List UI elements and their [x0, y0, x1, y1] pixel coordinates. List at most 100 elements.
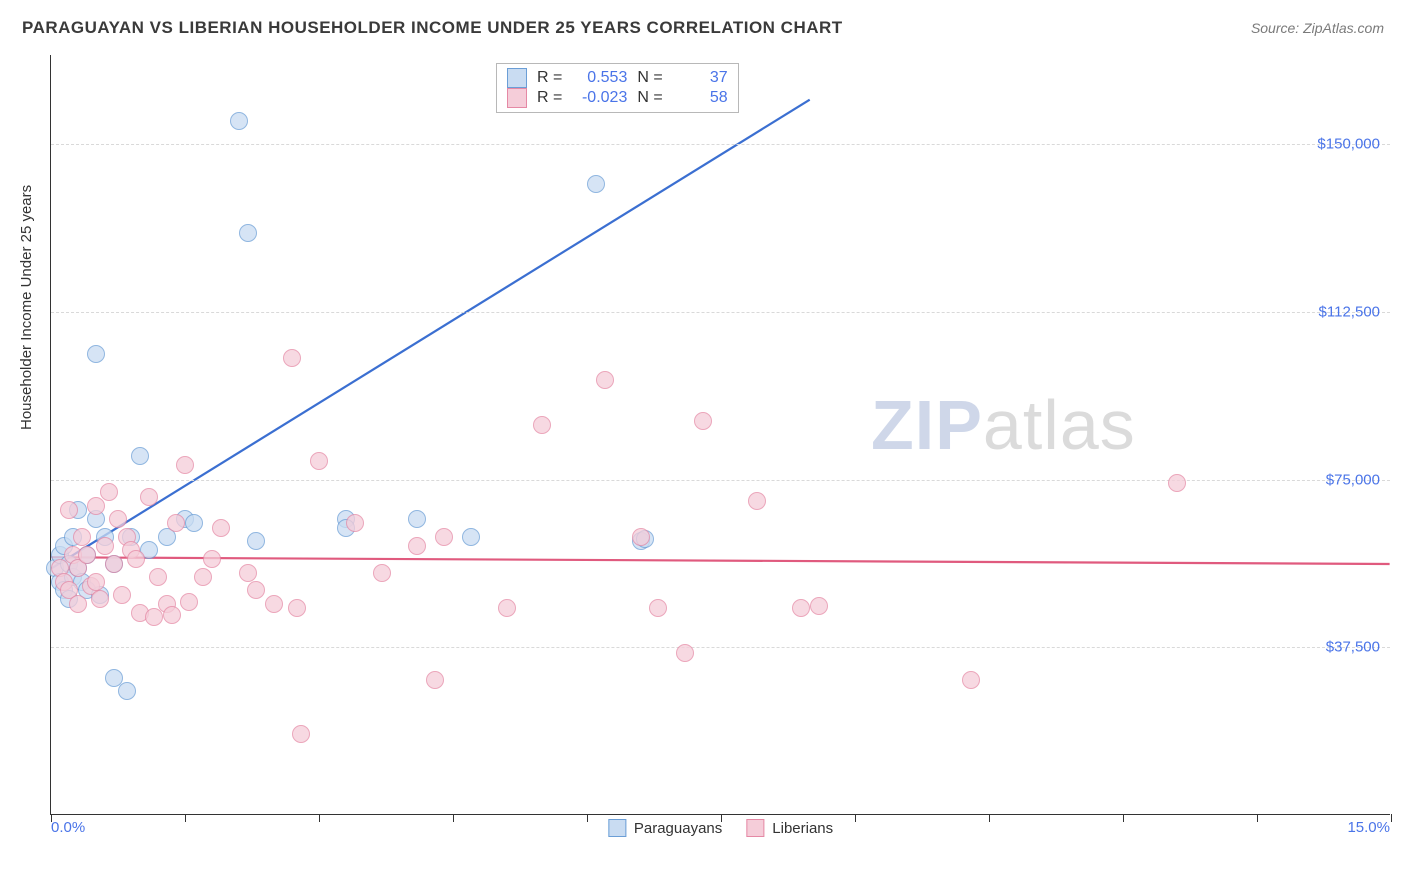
stats-r-value-paraguayans: 0.553 [572, 69, 627, 87]
data-point [127, 550, 145, 568]
data-point [203, 550, 221, 568]
stats-legend-box: R = 0.553 N = 37 R = -0.023 N = 58 [496, 63, 739, 113]
data-point [167, 514, 185, 532]
watermark-atlas: atlas [983, 386, 1136, 464]
data-point [373, 564, 391, 582]
stats-swatch-liberians [507, 88, 527, 108]
data-point [288, 599, 306, 617]
data-point [60, 501, 78, 519]
stats-r-label: R = [537, 89, 562, 107]
x-axis-min-label: 0.0% [51, 819, 85, 836]
data-point [149, 568, 167, 586]
chart-plot-area: ZIPatlas R = 0.553 N = 37 R = -0.023 N =… [50, 55, 1390, 815]
x-tick [989, 814, 990, 822]
y-tick-label: $112,500 [1319, 304, 1380, 321]
stats-swatch-paraguayans [507, 68, 527, 88]
data-point [131, 447, 149, 465]
y-tick-label: $37,500 [1326, 639, 1380, 656]
data-point [596, 371, 614, 389]
watermark-zip: ZIP [871, 386, 983, 464]
x-tick [319, 814, 320, 822]
source-label: Source: ZipAtlas.com [1251, 20, 1384, 36]
gridline [51, 480, 1390, 481]
gridline [51, 144, 1390, 145]
x-tick [1123, 814, 1124, 822]
y-tick-label: $150,000 [1317, 136, 1380, 153]
data-point [145, 608, 163, 626]
legend-item-liberians: Liberians [746, 819, 833, 837]
data-point [109, 510, 127, 528]
data-point [462, 528, 480, 546]
data-point [239, 224, 257, 242]
data-point [91, 590, 109, 608]
data-point [346, 514, 364, 532]
gridline [51, 312, 1390, 313]
data-point [426, 671, 444, 689]
legend-swatch-liberians [746, 819, 764, 837]
regression-lines [51, 55, 1390, 814]
data-point [587, 175, 605, 193]
data-point [533, 416, 551, 434]
data-point [498, 599, 516, 617]
x-tick [1391, 814, 1392, 822]
y-axis-label: Householder Income Under 25 years [18, 185, 35, 430]
data-point [1168, 474, 1186, 492]
legend-label-liberians: Liberians [772, 820, 833, 837]
data-point [87, 497, 105, 515]
stats-n-label: N = [637, 69, 662, 87]
data-point [78, 546, 96, 564]
stats-n-value-paraguayans: 37 [673, 69, 728, 87]
legend-swatch-paraguayans [608, 819, 626, 837]
stats-n-value-liberians: 58 [673, 89, 728, 107]
data-point [180, 593, 198, 611]
data-point [265, 595, 283, 613]
data-point [194, 568, 212, 586]
data-point [87, 345, 105, 363]
watermark: ZIPatlas [871, 385, 1136, 465]
data-point [230, 112, 248, 130]
data-point [408, 510, 426, 528]
y-tick-label: $75,000 [1326, 471, 1380, 488]
data-point [247, 532, 265, 550]
data-point [748, 492, 766, 510]
chart-title: PARAGUAYAN VS LIBERIAN HOUSEHOLDER INCOM… [22, 18, 843, 38]
data-point [408, 537, 426, 555]
data-point [292, 725, 310, 743]
x-tick [855, 814, 856, 822]
x-axis-max-label: 15.0% [1347, 819, 1390, 836]
data-point [247, 581, 265, 599]
data-point [283, 349, 301, 367]
data-point [73, 528, 91, 546]
data-point [694, 412, 712, 430]
x-tick [721, 814, 722, 822]
data-point [140, 488, 158, 506]
x-tick [51, 814, 52, 822]
data-point [632, 528, 650, 546]
data-point [435, 528, 453, 546]
x-tick [587, 814, 588, 822]
data-point [676, 644, 694, 662]
x-tick [453, 814, 454, 822]
regression-line [51, 557, 1389, 564]
gridline [51, 647, 1390, 648]
data-point [113, 586, 131, 604]
data-point [310, 452, 328, 470]
legend-label-paraguayans: Paraguayans [634, 820, 722, 837]
data-point [87, 573, 105, 591]
x-tick [185, 814, 186, 822]
data-point [962, 671, 980, 689]
data-point [176, 456, 194, 474]
stats-row-liberians: R = -0.023 N = 58 [507, 88, 728, 108]
stats-r-value-liberians: -0.023 [572, 89, 627, 107]
regression-line [51, 100, 809, 569]
data-point [96, 537, 114, 555]
data-point [649, 599, 667, 617]
x-tick [1257, 814, 1258, 822]
data-point [163, 606, 181, 624]
stats-r-label: R = [537, 69, 562, 87]
data-point [212, 519, 230, 537]
x-axis-row: 0.0% Paraguayans Liberians 15.0% [51, 819, 1390, 849]
stats-n-label: N = [637, 89, 662, 107]
data-point [185, 514, 203, 532]
stats-row-paraguayans: R = 0.553 N = 37 [507, 68, 728, 88]
